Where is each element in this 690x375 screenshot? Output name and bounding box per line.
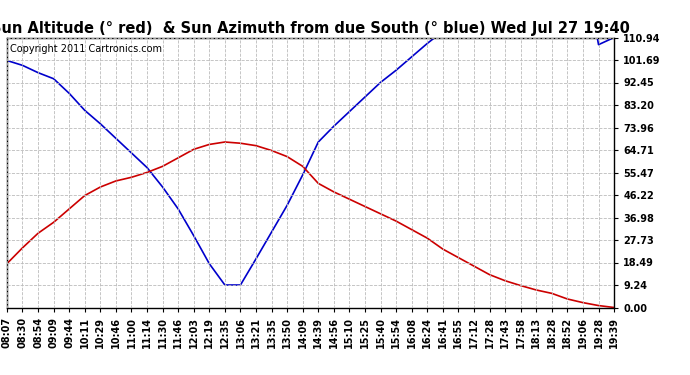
Text: Copyright 2011 Cartronics.com: Copyright 2011 Cartronics.com xyxy=(10,44,162,54)
Title: Sun Altitude (° red)  & Sun Azimuth from due South (° blue) Wed Jul 27 19:40: Sun Altitude (° red) & Sun Azimuth from … xyxy=(0,21,630,36)
